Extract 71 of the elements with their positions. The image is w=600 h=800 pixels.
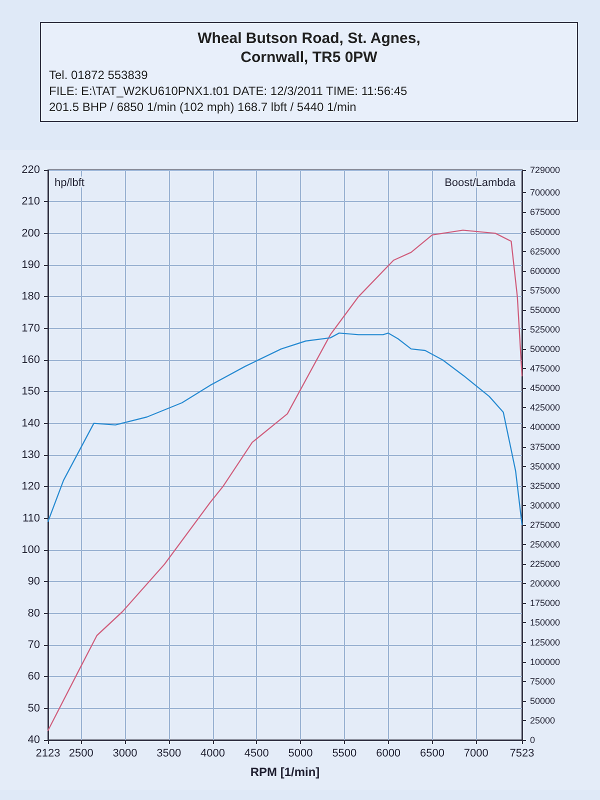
y2-tick-label: 200000 (530, 578, 560, 589)
y2-tick-label: 250000 (530, 540, 560, 550)
x-tick-label: 2123 (36, 748, 60, 760)
y-tick-label: 210 (22, 196, 40, 208)
y2-tick-label: 100000 (530, 656, 560, 667)
y-tick-label: 190 (22, 259, 40, 271)
x-tick-label: 4500 (244, 748, 269, 760)
y2-tick-label: 175000 (530, 598, 560, 608)
y2-tick-label: 525000 (530, 324, 560, 335)
y2-axis-title: Boost/Lambda (444, 177, 516, 189)
y-tick-label: 110 (22, 512, 40, 524)
y-tick-label: 50 (28, 702, 40, 714)
y2-tick-label: 600000 (530, 266, 560, 276)
y2-tick-label: 350000 (530, 461, 560, 472)
y-tick-label: 200 (22, 227, 40, 240)
text: FILE: E:\TAT_W2KU610PNX1.t01 DATE: 12/3/2011 TIME: 11:56:45 (49, 83, 408, 99)
y2-tick-label: 650000 (530, 226, 560, 237)
y-axis-title: hp/lbft (54, 177, 84, 189)
x-tick-label: 7523 (510, 748, 534, 760)
y2-tick-label: 475000 (530, 364, 560, 374)
x-tick-label: 6500 (420, 748, 444, 760)
y2-tick-label: 675000 (530, 207, 560, 218)
y2-tick-label: 400000 (530, 422, 560, 432)
y2-tick-label: 0 (530, 735, 536, 745)
y-tick-label: 150 (22, 386, 40, 398)
line-series (47, 230, 523, 732)
y-tick-label: 40 (28, 734, 40, 746)
x-tick-label: 5000 (288, 748, 313, 760)
y2-tick-label: 225000 (530, 559, 560, 570)
y-tick-label: 180 (22, 290, 40, 303)
x-tick-label: 4000 (200, 748, 225, 760)
y2-tick-label: 325000 (530, 480, 560, 491)
y2-tick-label: 150000 (530, 618, 560, 628)
x-tick-label: 3500 (156, 748, 182, 760)
y2-tick-label: 300000 (530, 500, 560, 510)
y2-tick-label: 375000 (530, 442, 560, 452)
y-tick-label: 90 (28, 576, 40, 588)
y2-tick-label: 25000 (530, 715, 556, 726)
text: 201.5 BHP / 6850 1/min (102 mph) 168.7 lbft / 5440 1/min (49, 99, 358, 115)
text: Cornwall, TR5 0PW (240, 48, 378, 67)
text: Wheal Butson Road, St. Agnes, (196, 29, 422, 48)
x-axis-title: RPM [1/min] (250, 765, 320, 779)
y2-tick-label: 125000 (530, 637, 560, 648)
y2-tick-label: 575000 (530, 285, 560, 296)
y2-tick-label: 625000 (530, 246, 560, 256)
y-tick-label: 60 (28, 670, 40, 683)
y2-tick-label: 425000 (530, 402, 560, 413)
x-tick-label: 7000 (464, 748, 488, 760)
y-tick-label: 70 (28, 639, 40, 651)
y2-tick-label: 450000 (530, 383, 560, 394)
x-tick-label: 2500 (68, 748, 94, 760)
text: Tel. 01872 553839 (49, 67, 149, 83)
y-tick-label: 100 (22, 544, 40, 556)
x-tick-label: 3000 (112, 748, 138, 760)
y2-tick-label: 550000 (530, 304, 560, 315)
x-tick-label: 5500 (332, 748, 357, 760)
line-series (47, 332, 523, 526)
y2-tick-label: 75000 (530, 676, 556, 686)
y-tick-label: 130 (22, 449, 40, 461)
x-tick-label: 6000 (376, 748, 401, 760)
y-tick-label: 80 (28, 607, 40, 620)
y2-tick-label: 50000 (530, 696, 556, 706)
y-tick-label: 170 (22, 322, 40, 334)
y2-tick-label: 729000 (530, 165, 560, 175)
y-tick-label: 120 (22, 480, 40, 493)
y2-tick-label: 500000 (530, 344, 560, 354)
y-tick-label: 220 (22, 164, 40, 176)
y-tick-label: 140 (22, 417, 40, 430)
y2-tick-label: 275000 (530, 520, 560, 530)
y-tick-label: 160 (22, 354, 40, 366)
y2-tick-label: 700000 (530, 188, 560, 198)
